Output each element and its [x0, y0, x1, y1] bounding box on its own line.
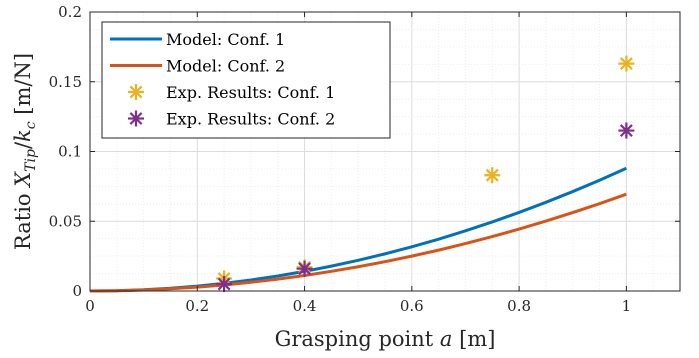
data-point [296, 260, 313, 277]
marker-stroke [485, 168, 499, 182]
x-tick-label: 0.4 [293, 297, 317, 315]
marker-stroke [298, 262, 311, 276]
x-tick-label: 0 [85, 297, 95, 315]
data-point [216, 276, 233, 293]
marker-stroke [129, 85, 143, 99]
legend-swatch-marker [128, 84, 144, 100]
legend-entry-label: Exp. Results: Conf. 2 [166, 110, 335, 129]
legend-swatch-marker [128, 110, 144, 127]
data-point [484, 167, 501, 184]
x-tick-label: 1 [622, 297, 632, 315]
legend-entry-label: Exp. Results: Conf. 1 [166, 83, 335, 102]
x-axis-label: Grasping point a [m] [275, 327, 496, 351]
marker-stroke [619, 124, 633, 138]
y-tick-label: 0.2 [58, 3, 82, 21]
ticks: 0 0.2 0.4 0.6 0.8 1 0 0.05 0.1 0.15 0.2 [49, 3, 680, 315]
y-tick-label: 0.1 [58, 143, 82, 161]
series-line-2 [89, 192, 627, 293]
plot-area [89, 55, 635, 293]
marker-stroke [217, 277, 231, 291]
legend-entry-label: Model: Conf. 1 [166, 30, 285, 49]
x-tick-label: 0.6 [400, 297, 424, 315]
data-point [618, 122, 635, 139]
legend-entry-label: Model: Conf. 2 [166, 57, 285, 76]
y-tick-label: 0.15 [49, 73, 82, 91]
data-point [618, 55, 635, 72]
x-tick-label: 0.8 [507, 297, 531, 315]
marker-stroke [129, 112, 143, 125]
y-tick-label: 0.05 [49, 212, 82, 230]
series-points-4 [216, 122, 635, 293]
marker-stroke [619, 57, 633, 71]
x-tick-label: 0.2 [185, 297, 209, 315]
y-tick-label: 0 [72, 282, 82, 300]
legend-box [101, 21, 391, 139]
y-axis-label: Ratio XTip/kc [m/N] [11, 53, 39, 250]
legend: Model: Conf. 1 Model: Conf. 2 Exp. Results… [101, 21, 391, 139]
